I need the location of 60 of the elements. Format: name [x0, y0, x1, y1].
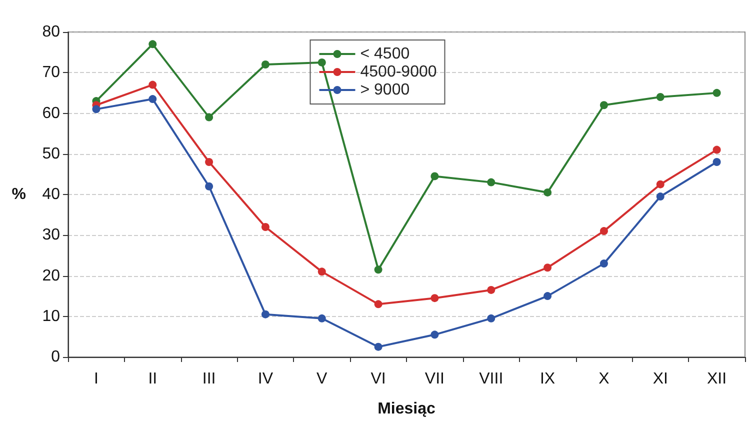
- point: [544, 264, 552, 272]
- x-tick-label: II: [148, 370, 158, 388]
- x-tick-label: III: [202, 370, 216, 388]
- point: [600, 227, 608, 236]
- point: [712, 158, 721, 166]
- y-tick-label: 10: [42, 308, 60, 325]
- point: [712, 88, 721, 97]
- point: [544, 292, 552, 300]
- x-axis-title: Miesiąc: [378, 400, 436, 418]
- legend-label: > 9000: [360, 82, 410, 98]
- point: [374, 266, 382, 274]
- y-tick-label: 40: [42, 186, 60, 203]
- y-tick-label: 30: [42, 226, 60, 244]
- point: [318, 268, 326, 276]
- x-tick-label: VI: [370, 370, 386, 388]
- point: [374, 300, 382, 308]
- point: [148, 40, 157, 48]
- point: [205, 182, 214, 190]
- point: [600, 260, 608, 268]
- x-tick-label: X: [598, 370, 610, 388]
- point: [261, 223, 270, 231]
- legend-label: < 4500: [360, 46, 410, 62]
- point: [318, 58, 326, 66]
- point: [656, 93, 664, 101]
- y-tick-label: 20: [42, 267, 60, 284]
- point: [656, 180, 664, 188]
- point: [430, 172, 439, 180]
- point: [374, 342, 382, 351]
- point: [430, 294, 439, 302]
- point: [261, 60, 270, 68]
- point: [205, 113, 214, 122]
- x-tick-label: IX: [540, 370, 556, 388]
- legend-label: 4500-9000: [360, 64, 437, 80]
- x-tick-label: IV: [258, 370, 274, 388]
- point: [261, 310, 270, 318]
- point: [487, 314, 496, 322]
- point: [544, 188, 552, 196]
- point: [92, 105, 100, 114]
- point: [318, 314, 326, 322]
- y-axis-title: %: [12, 186, 26, 203]
- point: [712, 146, 721, 154]
- x-tick-label: VIII: [479, 370, 504, 388]
- y-tick-label: 50: [42, 145, 60, 162]
- point: [487, 178, 496, 186]
- y-tick-label: 70: [42, 64, 60, 82]
- point: [656, 192, 664, 201]
- point: [430, 330, 439, 339]
- x-tick-label: XI: [652, 370, 668, 388]
- x-tick-label: VII: [424, 370, 444, 388]
- point: [487, 286, 496, 294]
- y-tick-label: 0: [51, 348, 60, 366]
- x-tick-label: XII: [707, 370, 727, 388]
- point: [600, 101, 608, 110]
- point: [205, 158, 214, 166]
- x-tick-label: V: [316, 370, 328, 388]
- point: [148, 95, 157, 104]
- point: [148, 80, 157, 89]
- y-tick-label: 80: [42, 24, 60, 40]
- y-tick-label: 60: [42, 104, 60, 122]
- x-tick-label: I: [94, 370, 98, 388]
